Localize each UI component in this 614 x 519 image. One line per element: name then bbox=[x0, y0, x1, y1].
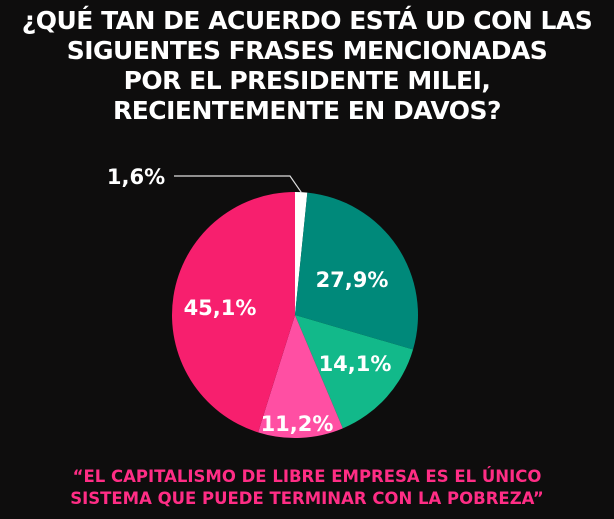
caption-line: SISTEMA QUE PUEDE TERMINAR CON LA POBREZ… bbox=[70, 489, 544, 508]
title-line: ¿QUÉ TAN DE ACUERDO ESTÁ UD CON LAS bbox=[21, 6, 593, 35]
data-label: 27,9% bbox=[316, 268, 389, 292]
chart-caption: “EL CAPITALISMO DE LIBRE EMPRESA ES EL Ú… bbox=[0, 466, 614, 510]
chart-title: ¿QUÉ TAN DE ACUERDO ESTÁ UD CON LAS SIGU… bbox=[0, 6, 614, 126]
title-line: SIGUENTES FRASES MENCIONADAS bbox=[66, 36, 548, 65]
pie-slice bbox=[258, 315, 343, 438]
pie-slice bbox=[295, 315, 414, 429]
data-label: 45,1% bbox=[184, 296, 257, 320]
pie-slice bbox=[295, 192, 308, 315]
data-label: 11,2% bbox=[261, 412, 334, 436]
title-line: RECIENTEMENTE EN DAVOS? bbox=[112, 96, 502, 125]
caption-line: “EL CAPITALISMO DE LIBRE EMPRESA ES EL Ú… bbox=[72, 467, 542, 486]
data-label: 1,6% bbox=[107, 165, 165, 189]
pie-slice bbox=[295, 192, 418, 350]
title-line: POR EL PRESIDENTE MILEI, bbox=[123, 66, 491, 95]
data-label: 14,1% bbox=[319, 352, 392, 376]
pie-slice bbox=[172, 192, 295, 433]
leader-line bbox=[174, 175, 302, 193]
